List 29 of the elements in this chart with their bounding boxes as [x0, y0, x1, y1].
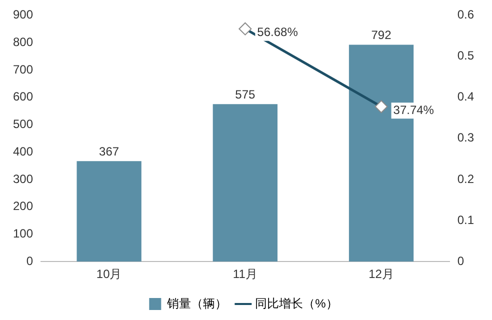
bar — [212, 104, 278, 262]
x-tick-label: 12月 — [368, 267, 394, 282]
y2-tick-label: 0.6 — [457, 8, 474, 22]
y-tick-label: 0 — [26, 254, 34, 268]
y-tick-label: 200 — [12, 199, 34, 214]
y2-tick-label: 0.2 — [457, 172, 474, 186]
data-label: 37.74% — [393, 102, 434, 117]
y2-tick-label: 0.1 — [457, 212, 474, 227]
y-tick-label: 900 — [12, 8, 34, 22]
y-tick-label: 600 — [12, 90, 34, 104]
y-tick-label: 500 — [12, 117, 34, 132]
x-tick-label: 10月 — [96, 267, 122, 282]
y-tick-label: 400 — [12, 144, 34, 158]
data-label: 792 — [371, 28, 392, 42]
y2-tick-label: 0.4 — [457, 90, 474, 104]
data-label: 575 — [235, 87, 256, 102]
y2-tick-label: 0.3 — [457, 130, 474, 145]
y2-tick-label: 0.5 — [457, 48, 474, 63]
data-label: 367 — [99, 144, 120, 158]
y-tick-label: 100 — [12, 226, 34, 241]
legend-label: 销量（辆） — [166, 296, 228, 310]
x-tick-label: 11月 — [232, 267, 258, 282]
legend-label: 同比增长（%） — [255, 296, 338, 310]
y-tick-label: 700 — [12, 62, 34, 76]
data-label: 56.68% — [257, 25, 298, 40]
bar — [76, 161, 142, 262]
y2-tick-label: 0 — [457, 254, 464, 268]
y-tick-label: 800 — [12, 34, 34, 49]
y-tick-label: 300 — [12, 172, 34, 186]
